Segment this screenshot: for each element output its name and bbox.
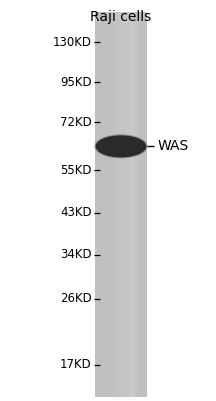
Text: 17KD: 17KD <box>60 358 92 371</box>
FancyBboxPatch shape <box>123 12 130 397</box>
Text: 95KD: 95KD <box>60 76 92 89</box>
Text: 72KD: 72KD <box>60 116 92 129</box>
Text: WAS: WAS <box>158 140 189 153</box>
FancyBboxPatch shape <box>130 12 138 397</box>
Text: 55KD: 55KD <box>60 164 92 177</box>
Ellipse shape <box>94 134 148 158</box>
Text: 130KD: 130KD <box>53 36 92 49</box>
Text: 26KD: 26KD <box>60 292 92 305</box>
Ellipse shape <box>96 136 146 158</box>
FancyBboxPatch shape <box>95 12 147 397</box>
Text: 34KD: 34KD <box>60 248 92 261</box>
Text: Raji cells: Raji cells <box>90 10 152 24</box>
FancyBboxPatch shape <box>127 12 134 397</box>
Text: 43KD: 43KD <box>60 206 92 219</box>
